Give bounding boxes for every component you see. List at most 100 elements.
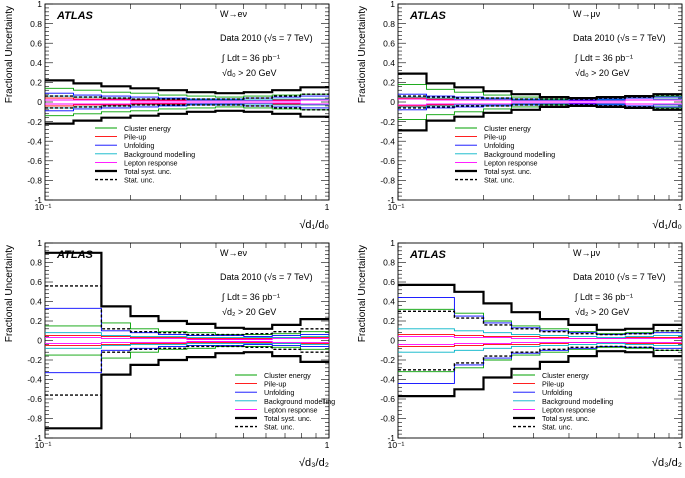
y-tick-label: 0 xyxy=(390,97,395,107)
series-line-lepton-response-down xyxy=(398,102,682,106)
legend-label: Unfolding xyxy=(124,141,154,150)
data-label: Data 2010 (√s = 7 TeV) xyxy=(573,272,666,282)
series-line-total-syst-unc--down xyxy=(398,350,682,398)
y-tick-label: 1 xyxy=(390,238,395,248)
x-axis-label: √d₃/d₂ xyxy=(652,457,682,469)
x-tick-label: 1 xyxy=(325,202,330,212)
legend-label: Stat. unc. xyxy=(542,423,572,432)
series-line-lepton-response-down xyxy=(45,341,329,344)
legend-label: Lepton response xyxy=(542,405,596,414)
channel-label: W→eν xyxy=(220,248,248,258)
y-tick-label: 0.8 xyxy=(30,19,42,29)
series-line-cluster-energy-up xyxy=(45,322,329,336)
y-tick-label: 1 xyxy=(390,0,395,9)
data-label: Data 2010 (√s = 7 TeV) xyxy=(220,33,313,43)
chart-panel-2: -1 -0.8 -0.6 -0.4 -0.2 0 0.2 0.4 0.6 0.8 1 10⁻¹ 1 √d₃… xyxy=(4,238,335,469)
channel-label: W→μν xyxy=(573,9,601,19)
series-line-lepton-response-down xyxy=(45,102,329,105)
y-tick-label: -0.2 xyxy=(380,117,395,127)
legend-label: Cluster energy xyxy=(264,371,311,380)
legend-label: Unfolding xyxy=(264,388,294,397)
x-tick-label: 10⁻¹ xyxy=(35,202,52,212)
series-line-unfolding-up xyxy=(45,307,329,338)
x-axis-label: √d₁/d₀ xyxy=(652,219,682,231)
x-tick-label: 1 xyxy=(325,440,330,450)
series-line-background-modelling-up xyxy=(398,328,682,339)
y-tick-label: 0.8 xyxy=(30,258,42,268)
y-tick-label: 0.8 xyxy=(383,258,395,268)
series-line-stat-unc--down xyxy=(398,345,682,371)
cut-label: √d₂ > 20 GeV xyxy=(222,307,276,317)
y-axis-label: Fractional Uncertainty xyxy=(357,6,368,103)
experiment-label: ATLAS xyxy=(409,249,447,261)
y-tick-label: -1 xyxy=(34,433,42,443)
series-line-lepton-response-up xyxy=(398,98,682,102)
y-tick-label: 0 xyxy=(37,336,42,346)
y-tick-label: 0.4 xyxy=(383,58,395,68)
legend-label: Stat. unc. xyxy=(264,423,294,432)
y-tick-label: -0.6 xyxy=(380,394,395,404)
y-tick-label: 0.2 xyxy=(30,316,42,326)
series-line-unfolding-down xyxy=(45,343,329,374)
y-tick-label: -0.6 xyxy=(380,156,395,166)
y-tick-label: 0.4 xyxy=(30,58,42,68)
legend-label: Pile-up xyxy=(124,133,146,142)
legend-label: Cluster energy xyxy=(484,124,531,133)
legend-label: Pile-up xyxy=(484,133,506,142)
y-tick-label: -0.8 xyxy=(380,414,395,424)
y-tick-label: -0.2 xyxy=(380,355,395,365)
y-tick-label: -0.2 xyxy=(27,355,42,365)
y-tick-label: -0.2 xyxy=(27,117,42,127)
y-tick-label: -0.4 xyxy=(27,375,42,385)
x-axis-label: √d₁/d₀ xyxy=(299,219,329,231)
y-tick-label: -1 xyxy=(387,433,395,443)
y-tick-label: -0.4 xyxy=(380,375,395,385)
y-tick-label: 0 xyxy=(390,336,395,346)
chart-panel-0: -1 -0.8 -0.6 -0.4 -0.2 0 0.2 0.4 0.6 0.8 1 10⁻¹ 1 √d₁… xyxy=(4,0,330,231)
series-line-background-modelling-up xyxy=(45,332,329,339)
y-tick-label: -0.8 xyxy=(27,176,42,186)
data-label: Data 2010 (√s = 7 TeV) xyxy=(220,272,313,282)
y-tick-label: 0.2 xyxy=(30,78,42,88)
series-line-lepton-response-up xyxy=(398,336,682,340)
series-line-total-syst-unc--down xyxy=(45,351,329,430)
chart-panel-3: -1 -0.8 -0.6 -0.4 -0.2 0 0.2 0.4 0.6 0.8 1 10⁻¹ 1 √d₃… xyxy=(357,238,683,469)
y-tick-label: 0.6 xyxy=(30,277,42,287)
plot-frame xyxy=(397,3,683,201)
series-line-stat-unc--up xyxy=(45,93,329,100)
experiment-label: ATLAS xyxy=(56,249,94,261)
series-line-background-modelling-down xyxy=(398,342,682,353)
y-tick-label: -0.4 xyxy=(27,136,42,146)
series-line-total-syst-unc--down xyxy=(45,109,329,125)
chart-panel-1: -1 -0.8 -0.6 -0.4 -0.2 0 0.2 0.4 0.6 0.8 1 10⁻¹ 1 √d₁… xyxy=(357,0,683,231)
y-tick-label: 0.4 xyxy=(30,297,42,307)
channel-label: W→eν xyxy=(220,9,248,19)
legend-label: Stat. unc. xyxy=(124,176,154,185)
legend-label: Pile-up xyxy=(264,380,286,389)
legend-label: Lepton response xyxy=(124,158,178,167)
y-tick-label: 0.6 xyxy=(30,38,42,48)
legend-label: Total syst. unc. xyxy=(264,414,312,423)
series-line-lepton-response-up xyxy=(45,99,329,102)
x-tick-label: 10⁻¹ xyxy=(388,440,405,450)
y-tick-label: -0.4 xyxy=(380,136,395,146)
cut-label: √d₀ > 20 GeV xyxy=(575,68,629,78)
legend-label: Total syst. unc. xyxy=(484,167,532,176)
series-line-stat-unc--down xyxy=(45,104,329,111)
legend-label: Background modelling xyxy=(124,150,195,159)
legend-label: Unfolding xyxy=(542,388,572,397)
series-line-pile-up-down xyxy=(45,103,329,107)
series-line-total-syst-unc--up xyxy=(45,251,329,330)
series-line-cluster-energy-down xyxy=(45,345,329,359)
legend-label: Cluster energy xyxy=(542,371,589,380)
series-line-total-syst-unc--up xyxy=(398,283,682,331)
series-line-background-modelling-down xyxy=(45,342,329,349)
x-tick-label: 10⁻¹ xyxy=(35,440,52,450)
y-tick-label: -0.8 xyxy=(27,414,42,424)
y-tick-label: 0.4 xyxy=(383,297,395,307)
series-line-cluster-energy-down xyxy=(45,106,329,117)
legend-label: Cluster energy xyxy=(124,124,171,133)
legend-label: Background modelling xyxy=(264,397,335,406)
